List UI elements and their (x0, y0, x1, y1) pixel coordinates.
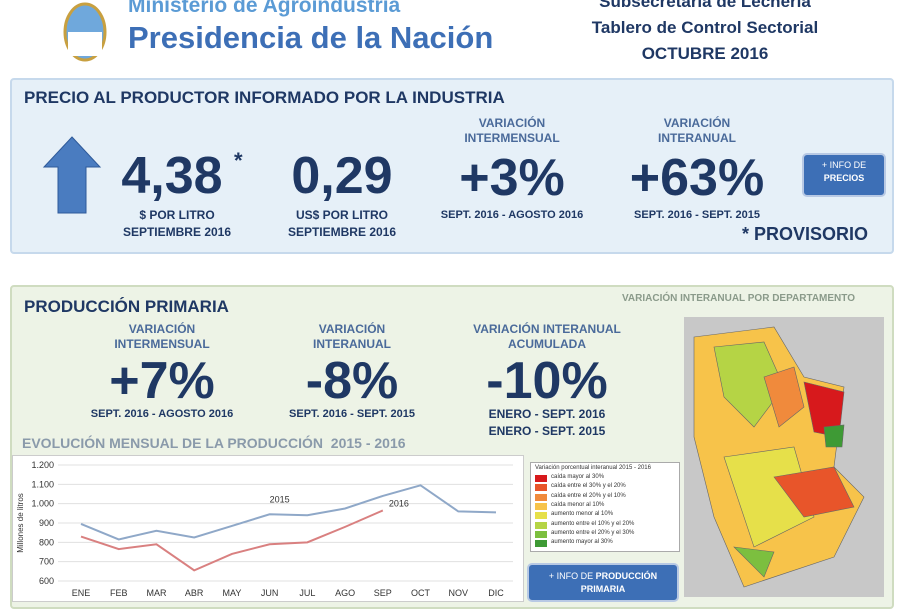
x-tick-label: MAR (146, 588, 167, 598)
legend-swatch (535, 484, 547, 492)
legend-swatch (535, 540, 547, 548)
x-tick-label: ENE (72, 588, 91, 598)
board: Tablero de Control Sectorial (591, 18, 819, 37)
y-tick-label: 1.000 (31, 499, 54, 509)
y-tick-label: 600 (39, 576, 54, 586)
series-line (80, 484, 497, 541)
legend-label: caída entre el 30% y el 20% (551, 483, 626, 490)
price-value: 0,29 (291, 147, 393, 205)
x-tick-label: FEB (110, 588, 128, 598)
price-period: SEPT. 2016 - SEPT. 2015 (634, 209, 760, 221)
note: * PROVISORIO (742, 224, 869, 244)
ministry: Ministerio de Agroindustria (128, 0, 401, 17)
series-label: 2015 (270, 494, 290, 504)
legend-label: aumento entre el 20% y el 30% (551, 529, 635, 536)
button-text: + INFO DE (821, 160, 867, 170)
x-tick-label: OCT (411, 588, 431, 598)
month: OCTUBRE 2016 (641, 44, 769, 63)
sub: Subsecretaría de Lechería (599, 0, 811, 11)
y-tick-label: 800 (39, 537, 54, 547)
series-line (80, 509, 384, 572)
series-label: 2016 (389, 498, 409, 508)
heading: VARIACIÓN INTERANUAL ACUMULADA (473, 322, 621, 351)
x-tick-label: NOV (449, 588, 469, 598)
price-period: SEPTIEMBRE 2016 (122, 225, 232, 239)
y-tick-label: 1.100 (31, 479, 54, 489)
prod-period: SEPT. 2016 - SEPT. 2015 (289, 408, 415, 420)
button-text: PRODUCCIÓN PRIMARIA (580, 571, 658, 594)
line-chart: Millones de litros 600 700 800 900 1.000 1.100… (12, 455, 524, 602)
emblem (63, 2, 107, 62)
heading: VARIACIÓN INTERANUAL (658, 116, 736, 145)
header: Ministerio de Agroindustria Presidencia … (0, 0, 900, 76)
legend-label: caída mayor al 30% (551, 474, 605, 480)
legend-swatch (535, 502, 547, 510)
x-tick-label: ABR (185, 588, 204, 598)
x-tick-label: MAY (222, 588, 241, 598)
y-axis-label: Millones de litros (16, 493, 25, 553)
x-tick-label: JUN (261, 588, 279, 598)
button-text: PRECIOS (823, 173, 865, 183)
x-tick-label: AGO (335, 588, 355, 598)
legend-title: Variación porcentual interanual 2015 - 2… (535, 465, 651, 471)
heading: VARIACIÓN INTERMENSUAL (464, 116, 560, 145)
price-mark: * (234, 148, 243, 173)
price-unit: US$ POR LITRO (295, 208, 388, 222)
y-tick-label: 700 (39, 557, 54, 567)
heading: VARIACIÓN INTERANUAL (313, 322, 391, 351)
presidency: Presidencia de la Nación (128, 20, 494, 55)
price-value: +63% (629, 149, 765, 207)
price-value: 4,38 (121, 147, 223, 205)
prod-value: +7% (109, 352, 215, 410)
legend-swatch (535, 475, 547, 482)
legend-label: aumento entre el 10% y el 20% (551, 520, 635, 527)
x-tick-label: DIC (488, 588, 504, 598)
x-tick-label: JUL (299, 588, 315, 598)
price-panel: PRECIO AL PRODUCTOR INFORMADO POR LA IND… (10, 78, 894, 254)
button-text: + INFO DE (548, 571, 596, 581)
legend-label: aumento menor al 10% (551, 511, 614, 518)
legend-swatch (535, 512, 547, 520)
info-button[interactable]: + INFO DE PRODUCCIÓN PRIMARIA (527, 563, 679, 602)
y-tick-label: 1.200 (31, 460, 54, 470)
legend-label: caída menor al 10% (551, 501, 605, 508)
prod-value: -10% (486, 352, 608, 410)
prod-period: SEPT. 2016 - AGOSTO 2016 (90, 408, 234, 420)
map-title: VARIACIÓN INTERANUAL POR DEPARTAMENTO (622, 293, 855, 304)
legend-swatch (535, 493, 547, 501)
production-title: PRODUCCIÓN PRIMARIA (24, 297, 229, 316)
legend-label: aumento mayor al 30% (551, 539, 613, 546)
prod-period: ENERO - SEPT. 2016 (488, 407, 606, 421)
heading: VARIACIÓN INTERMENSUAL (114, 322, 210, 351)
price-period: SEPTIEMBRE 2016 (287, 225, 397, 239)
y-tick-label: 900 (39, 518, 54, 528)
map (684, 317, 884, 597)
price-value: +3% (459, 149, 565, 207)
price-unit: $ POR LITRO (139, 208, 215, 222)
legend-label: caída entre el 20% y el 10% (551, 492, 626, 499)
price-period: SEPT. 2016 - AGOSTO 2016 (440, 209, 584, 221)
legend-swatch (535, 521, 547, 529)
info-button[interactable]: + INFO DE PRECIOS (802, 153, 886, 197)
up-arrow (42, 136, 102, 214)
legend-swatch (535, 530, 547, 538)
legend-box: Variación porcentual interanual 2015 - 2… (530, 462, 680, 552)
chart-title: EVOLUCIÓN MENSUAL DE LA PRODUCCIÓN 2015 … (22, 435, 406, 451)
price-title: PRECIO AL PRODUCTOR INFORMADO POR LA IND… (24, 88, 505, 107)
x-tick-label: SEP (374, 588, 392, 598)
prod-period: ENERO - SEPT. 2015 (488, 424, 606, 438)
prod-value: -8% (305, 352, 399, 410)
